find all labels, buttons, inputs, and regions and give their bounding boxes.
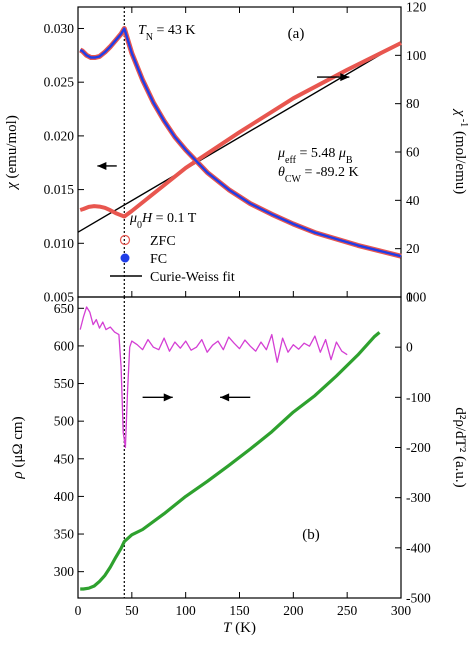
left-tick-label-b: 350 — [54, 527, 75, 542]
tn-annotation: TN = 43 K — [138, 23, 196, 43]
left-tick-label-a: 0.015 — [44, 182, 75, 197]
panel-label-a: (a) — [288, 26, 305, 42]
right-tick-label-b: -100 — [406, 390, 431, 405]
mueff-annotation: μeff = 5.48 μB — [277, 146, 353, 166]
right-tick-label-b: -500 — [406, 591, 431, 606]
panel-a-frame — [77, 6, 402, 298]
x-tick-label-b: 100 — [176, 603, 197, 618]
left-tick-label-a: 0.020 — [44, 128, 75, 143]
arrow-left-b-head — [220, 393, 230, 402]
right-tick-label-a: 20 — [406, 241, 420, 256]
arrow-right-a-head — [340, 73, 350, 82]
left-axis-label-a: χ (emu/mol) — [4, 115, 20, 191]
x-axis-label: T (K) — [223, 620, 256, 636]
right-tick-label-b: -400 — [406, 540, 431, 555]
panel-b: 300350400450500550600650-500-400-300-200… — [10, 290, 468, 637]
left-tick-label-b: 450 — [54, 451, 75, 466]
panel-label-b: (b) — [302, 527, 320, 543]
right-tick-label-b: 0 — [406, 340, 413, 355]
zfc-curve — [79, 26, 402, 259]
left-tick-label-b: 550 — [54, 376, 75, 391]
arrow-right-b-head — [163, 393, 173, 402]
left-tick-label-b: 600 — [54, 338, 75, 353]
right-tick-label-b: -200 — [406, 440, 431, 455]
right-tick-label-b: 100 — [406, 290, 427, 305]
panel-b-frame — [77, 296, 402, 599]
x-tick-label-b: 50 — [125, 603, 139, 618]
right-axis-label-a: χ -1 (mol/emu) — [452, 108, 470, 195]
arrow-left-a-head — [97, 161, 107, 170]
left-tick-label-a: 0.005 — [44, 290, 75, 305]
right-tick-label-a: 120 — [406, 0, 427, 15]
x-tick-label-b: 150 — [229, 603, 250, 618]
left-tick-label-b: 500 — [54, 414, 75, 429]
right-tick-label-b: -300 — [406, 490, 431, 505]
left-tick-label-b: 400 — [54, 489, 75, 504]
fc-curve — [79, 27, 402, 258]
left-axis-label-b: ρ (μΩ cm) — [10, 416, 26, 479]
x-tick-label-b: 300 — [391, 603, 412, 618]
left-tick-label-a: 0.030 — [44, 21, 75, 36]
theta-annotation: θCW = -89.2 K — [278, 165, 359, 185]
x-tick-label-b: 200 — [283, 603, 304, 618]
second-derivative-curve — [79, 306, 348, 449]
left-tick-label-b: 300 — [54, 564, 75, 579]
legend-label: Curie-Weiss fit — [150, 270, 235, 285]
x-tick-label-b: 0 — [75, 603, 82, 618]
x-tick-label-b: 250 — [337, 603, 358, 618]
legend-label: ZFC — [150, 234, 176, 249]
field-annotation: μ0H = 0.1 T — [129, 211, 197, 231]
right-tick-label-a: 100 — [406, 48, 427, 63]
resistivity-curve — [80, 331, 381, 591]
right-tick-label-a: 0 — [406, 290, 413, 305]
left-tick-label-a: 0.010 — [44, 236, 75, 251]
left-tick-label-b: 650 — [54, 301, 75, 316]
panel-a: 0.005 0.010 0.015 0.020 0.025 0.030 0 20 40 60 80 1… — [4, 0, 470, 305]
left-tick-label-a: 0.025 — [44, 75, 75, 90]
legend-marker-zfc — [119, 234, 131, 246]
legend-label: FC — [150, 252, 167, 267]
legend-a: ZFC FC Curie-Weiss fit — [110, 234, 235, 285]
right-tick-label-a: 40 — [406, 193, 420, 208]
right-tick-label-a: 60 — [406, 145, 420, 160]
curie-weiss-fit-line — [77, 41, 402, 233]
inverse-chi-curve — [79, 41, 402, 219]
legend-marker-fc — [120, 253, 130, 263]
right-axis-label-b: d²ρ/dT² (a.u.) — [452, 407, 468, 487]
right-tick-label-a: 80 — [406, 96, 420, 111]
